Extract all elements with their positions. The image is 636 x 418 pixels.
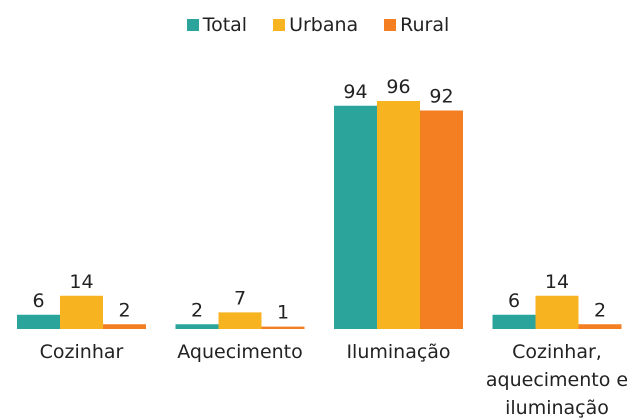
bar — [218, 312, 262, 329]
x-tick-label: Cozinhar, aquecimento e iluminação — [485, 341, 629, 418]
bar — [420, 110, 463, 329]
data-label: 96 — [386, 76, 410, 98]
data-label: 92 — [429, 86, 453, 108]
legend: Total Urbana Rural — [0, 14, 636, 36]
legend-swatch — [186, 19, 199, 31]
bar — [377, 101, 420, 329]
bar — [578, 324, 622, 329]
bar — [17, 314, 60, 329]
data-label: 14 — [545, 271, 569, 293]
bar — [492, 314, 536, 329]
data-label: 6 — [32, 290, 44, 312]
legend-item: Total — [186, 14, 248, 36]
bar — [261, 326, 305, 329]
data-label: 1 — [277, 302, 289, 324]
legend-label: Urbana — [289, 14, 359, 36]
data-label: 7 — [234, 287, 246, 309]
data-label: 94 — [343, 81, 367, 103]
legend-swatch — [384, 19, 397, 31]
legend-label: Rural — [400, 14, 450, 36]
legend-label: Total — [202, 14, 248, 36]
legend-swatch — [273, 19, 286, 31]
legend-item: Urbana — [273, 14, 358, 36]
legend-item: Rural — [384, 14, 449, 36]
data-label: 2 — [118, 299, 130, 321]
data-label: 6 — [508, 290, 520, 312]
data-label: 14 — [69, 271, 93, 293]
bar — [103, 324, 146, 329]
data-label: 2 — [594, 299, 606, 321]
bar — [535, 295, 579, 329]
bar — [60, 295, 103, 329]
bar — [175, 324, 219, 329]
data-label: 2 — [191, 299, 203, 321]
x-tick-label: Aquecimento — [177, 341, 303, 363]
x-tick-label: Cozinhar — [39, 341, 124, 363]
x-tick-label: Iluminação — [346, 341, 451, 363]
bar — [334, 105, 377, 329]
